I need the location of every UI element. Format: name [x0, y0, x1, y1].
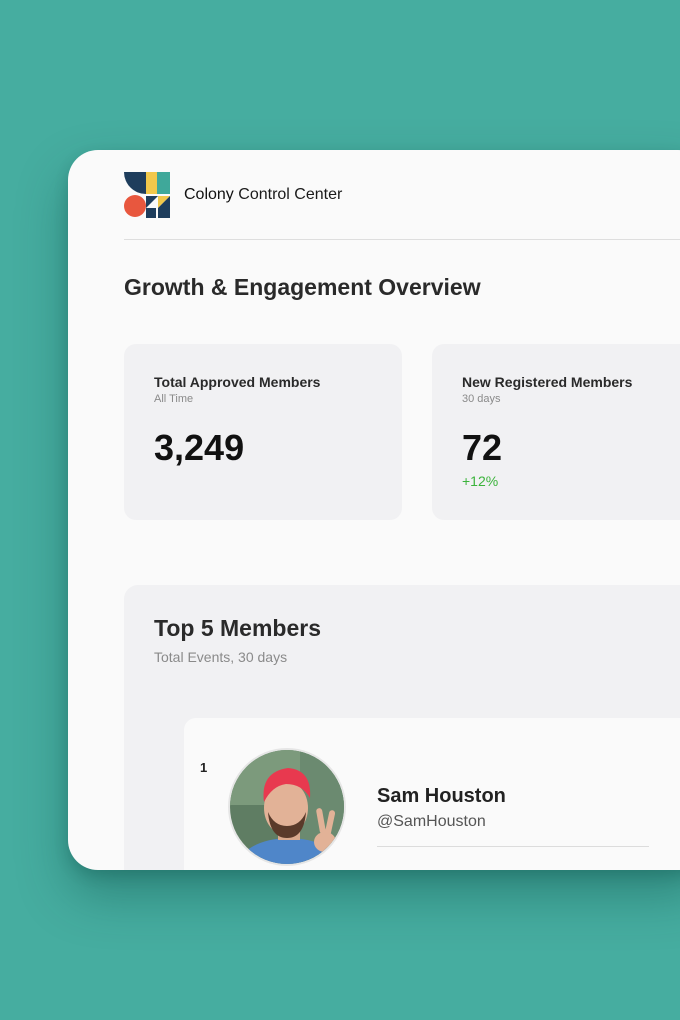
avatar[interactable]	[228, 748, 346, 866]
top-members-panel: Top 5 Members Total Events, 30 days 1	[124, 585, 680, 870]
stat-period: 30 days	[462, 393, 501, 405]
member-rank: 1	[200, 760, 208, 775]
app-title-brand: Colony	[184, 186, 234, 203]
member-handle[interactable]: @SamHouston	[377, 813, 486, 830]
member-card[interactable]: 1 Sam Houston @SamHouston	[184, 718, 680, 870]
stat-card-total-approved: Total Approved Members All Time 3,249	[124, 344, 402, 520]
section-subtitle: Total Events, 30 days	[154, 649, 288, 665]
section-title: Top 5 Members	[154, 615, 321, 641]
stat-value: 3,249	[154, 427, 245, 468]
stat-change: +12%	[462, 473, 499, 489]
avatar-photo	[230, 750, 344, 864]
stat-label: New Registered Members	[462, 374, 633, 390]
stat-card-new-registered: New Registered Members 30 days 72 +12%	[432, 344, 680, 520]
stat-label: Total Approved Members	[154, 374, 321, 390]
stat-period: All Time	[154, 393, 194, 405]
colony-logo-icon[interactable]	[124, 172, 170, 218]
app-title-rest: Control Center	[238, 186, 343, 203]
app-title: Colony Control Center	[184, 186, 342, 204]
divider	[377, 846, 649, 847]
stat-value: 72	[462, 427, 503, 468]
app-window: Colony Control Center Growth & Engagemen…	[68, 150, 680, 870]
member-name[interactable]: Sam Houston	[377, 785, 506, 807]
page-title: Growth & Engagement Overview	[124, 274, 481, 300]
top-bar: Colony Control Center	[124, 172, 680, 240]
